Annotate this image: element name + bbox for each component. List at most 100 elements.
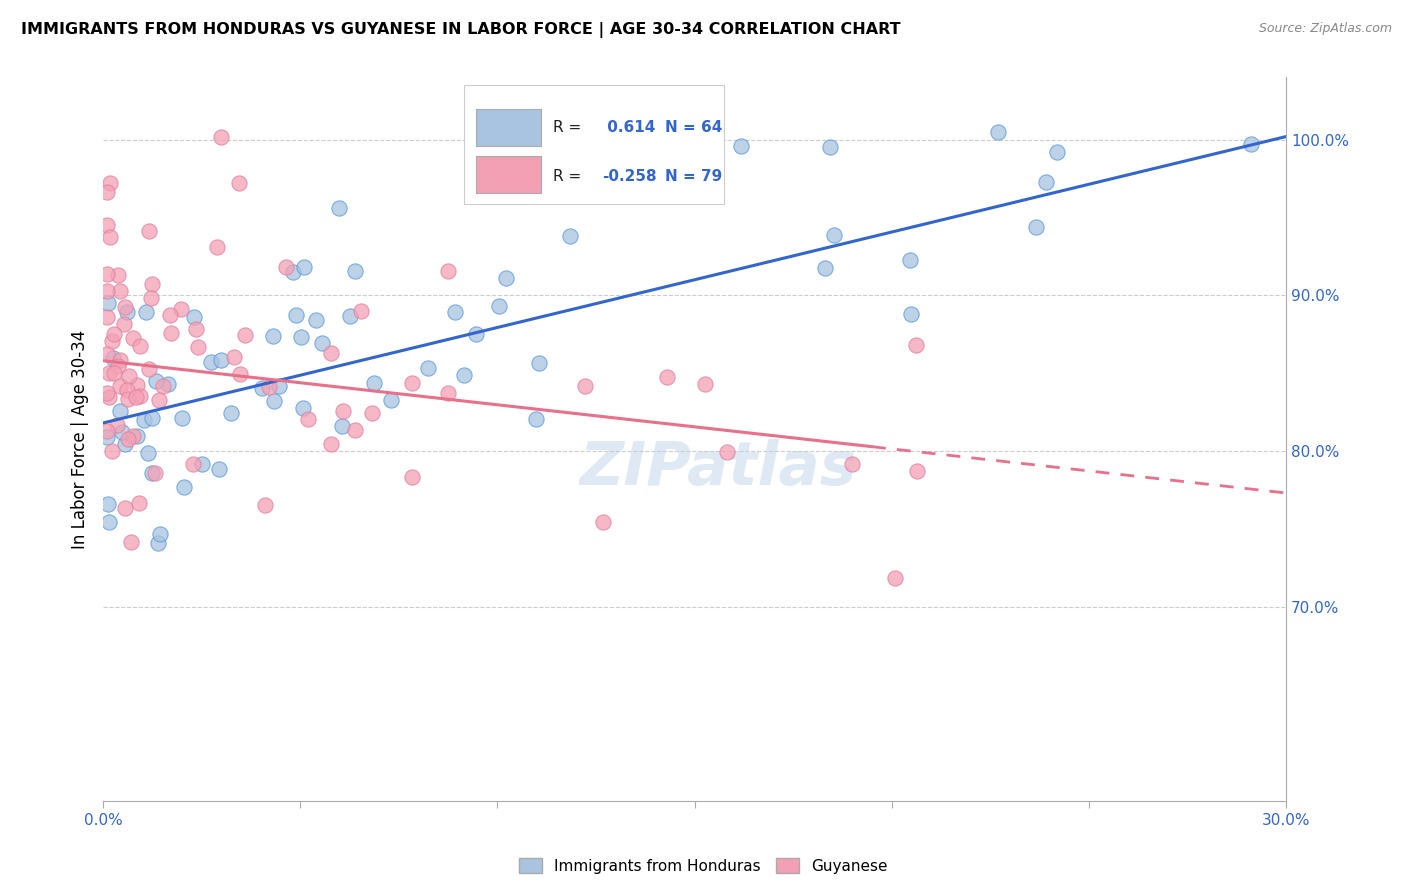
Point: [360, 406, 382, 420]
Point: [122, 428, 145, 442]
Point: [229, 367, 252, 381]
Text: R =: R =: [553, 169, 581, 184]
Point: [127, 428, 149, 442]
Point: [110, 284, 132, 298]
Point: [276, 260, 298, 275]
Point: [121, 331, 143, 345]
Point: [820, 140, 842, 154]
Point: [350, 304, 373, 318]
Point: [453, 368, 475, 383]
Point: [332, 404, 354, 418]
Point: [98, 229, 121, 244]
Point: [97, 390, 120, 404]
Point: [111, 425, 134, 439]
Point: [443, 304, 465, 318]
Point: [401, 376, 423, 390]
Point: [103, 366, 125, 380]
Point: [297, 412, 319, 426]
Point: [524, 412, 547, 426]
Point: [110, 353, 132, 368]
Point: [416, 361, 439, 376]
Point: [97, 295, 120, 310]
Point: [114, 437, 136, 451]
Point: [101, 444, 124, 458]
Point: [898, 252, 921, 267]
Text: 0.614: 0.614: [602, 120, 655, 135]
Point: [262, 329, 284, 343]
Point: [96, 310, 118, 325]
Point: [657, 369, 679, 384]
Point: [380, 393, 402, 408]
Point: [117, 432, 139, 446]
Point: [263, 394, 285, 409]
Text: N = 64: N = 64: [665, 120, 723, 135]
Point: [907, 464, 929, 478]
Point: [128, 339, 150, 353]
Point: [813, 261, 835, 276]
Point: [96, 268, 118, 282]
Point: [117, 305, 139, 319]
Point: [233, 328, 256, 343]
Point: [136, 446, 159, 460]
FancyBboxPatch shape: [464, 85, 724, 204]
Point: [464, 326, 486, 341]
Point: [103, 351, 125, 365]
Text: N = 79: N = 79: [665, 169, 723, 184]
Text: R =: R =: [553, 120, 581, 135]
Point: [101, 334, 124, 349]
Point: [96, 284, 118, 298]
Point: [987, 125, 1010, 139]
Point: [900, 307, 922, 321]
Point: [436, 264, 458, 278]
Point: [105, 417, 128, 432]
Point: [693, 376, 716, 391]
Point: [208, 461, 231, 475]
Point: [339, 310, 361, 324]
Point: [401, 469, 423, 483]
Point: [281, 265, 304, 279]
Point: [159, 326, 181, 340]
Point: [344, 264, 367, 278]
Point: [1035, 175, 1057, 189]
Point: [128, 388, 150, 402]
Text: Source: ZipAtlas.com: Source: ZipAtlas.com: [1258, 22, 1392, 36]
Point: [125, 390, 148, 404]
Legend: Immigrants from Honduras, Guyanese: Immigrants from Honduras, Guyanese: [513, 852, 893, 880]
Point: [170, 410, 193, 425]
Point: [259, 380, 281, 394]
Point: [221, 406, 243, 420]
Point: [141, 411, 163, 425]
Point: [344, 423, 367, 437]
Point: [292, 401, 315, 415]
Point: [321, 437, 343, 451]
Point: [107, 359, 129, 373]
Point: [181, 457, 204, 471]
Point: [311, 335, 333, 350]
Point: [96, 347, 118, 361]
Point: [96, 430, 118, 444]
Point: [495, 271, 517, 285]
Point: [186, 322, 208, 336]
Point: [1025, 220, 1047, 235]
Point: [560, 228, 582, 243]
Point: [141, 277, 163, 292]
Point: [222, 350, 245, 364]
Point: [330, 418, 353, 433]
Point: [138, 361, 160, 376]
Point: [730, 139, 752, 153]
Point: [114, 301, 136, 315]
Point: [146, 536, 169, 550]
Point: [145, 374, 167, 388]
Point: [290, 329, 312, 343]
Point: [328, 201, 350, 215]
Point: [190, 457, 212, 471]
Point: [183, 310, 205, 325]
Point: [148, 393, 170, 408]
Point: [209, 130, 232, 145]
Point: [96, 425, 118, 439]
Point: [115, 384, 138, 398]
Y-axis label: In Labor Force | Age 30-34: In Labor Force | Age 30-34: [72, 330, 89, 549]
Point: [112, 318, 135, 332]
Point: [292, 260, 315, 275]
Point: [97, 497, 120, 511]
